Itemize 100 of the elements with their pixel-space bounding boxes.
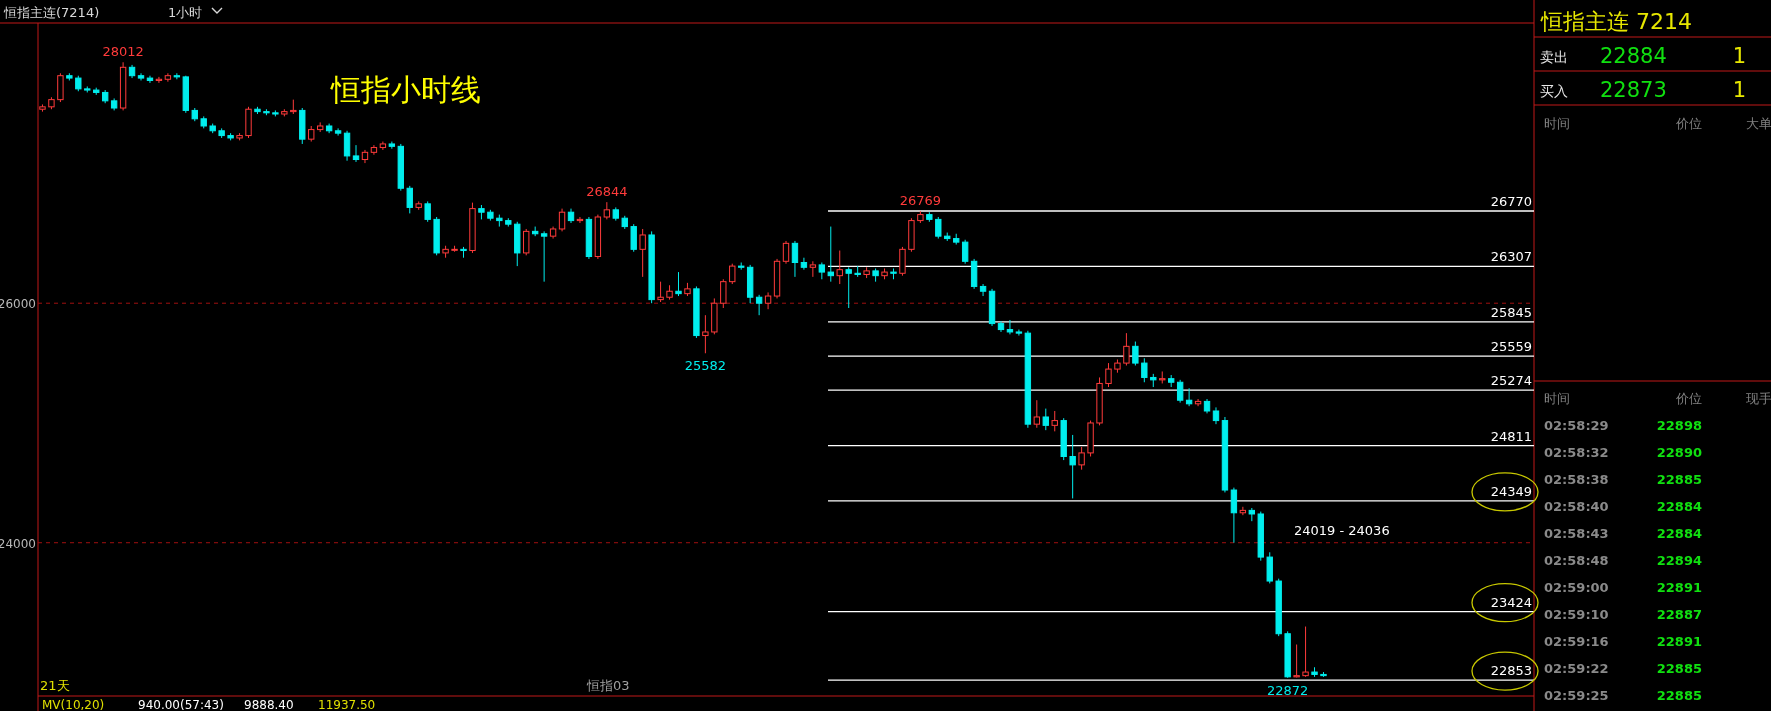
text: 22885 [1656,472,1702,487]
text: 恒指主连 7214 [1540,9,1692,34]
candlestick [1105,362,1112,388]
text: 时间 [1544,116,1570,131]
text: 22894 [1656,553,1702,568]
text: 940.00(57:43) [138,698,224,711]
annotation: 26769 [899,193,942,209]
ref-line-label: 25274 [1490,373,1532,389]
candlestick [845,266,852,309]
candlestick [334,127,342,137]
text: 22891 [1656,634,1702,649]
annotation: 22872 [1266,682,1309,698]
text: MV(10,20) [42,698,105,711]
candlestick [729,263,736,285]
text: 1 [1732,44,1746,68]
candlestick [57,72,64,103]
annotation: 恒指小时线 [330,72,481,107]
candlestick [899,246,906,277]
candlestick [406,185,413,214]
candlestick [1015,329,1023,337]
candlestick [1141,357,1148,383]
candlestick [343,130,351,162]
text: 22891 [1656,580,1702,595]
candlestick [1302,626,1309,678]
text: 02:58:48 [1544,553,1609,568]
text: 时间 [1544,391,1570,406]
text: 22884 [1656,499,1702,514]
candlestick [164,72,172,83]
text: 02:58:38 [1544,472,1609,487]
candlestick [836,250,843,285]
annotation: 25582 [684,358,727,374]
candlestick [764,291,772,310]
candlestick [1006,319,1014,335]
candlestick [800,257,808,271]
candlestick [1042,408,1049,431]
text: 22873 [1600,78,1667,102]
text: 02:59:25 [1544,688,1609,703]
ref-line-label: 25845 [1490,304,1532,320]
candlestick [155,76,163,84]
text: 02:59:16 [1544,634,1609,649]
candlestick [1266,551,1273,584]
candlestick [540,230,548,283]
annotation: 24019 - 24036 [1294,523,1390,538]
candlestick [1176,379,1184,404]
text: 22884 [1600,44,1667,68]
candlestick [827,226,834,283]
candlestick [935,216,942,240]
text: 买入 [1540,83,1568,99]
candlestick [791,240,799,278]
candlestick [1230,487,1238,544]
annotation: 恒指03 [586,678,630,693]
candlestick [1069,434,1076,499]
text: 22898 [1656,418,1702,433]
text: 22890 [1656,445,1702,460]
candlestick [720,278,727,309]
candlestick [1293,644,1300,678]
ref-line-label: 24349 [1490,483,1532,499]
candlestick [173,72,181,80]
text: 22887 [1656,607,1702,622]
candlestick [702,314,709,354]
candlestick [657,281,664,303]
candlestick [755,294,763,316]
chart-title: 恒指主连(7214) [3,5,100,20]
candlestick [1132,341,1139,366]
candlestick [576,216,584,224]
annotation: 21天 [40,678,70,693]
annotation: 26844 [586,184,628,200]
candlestick [639,228,646,278]
text: 价位 [1675,391,1702,406]
candlestick [1078,446,1085,471]
ref-line-label: 26307 [1490,249,1532,265]
candlestick [961,239,969,265]
text: 22885 [1656,688,1702,703]
candlestick [558,208,566,232]
candlestick [675,271,682,297]
ref-line-label: 25559 [1490,339,1532,355]
candlestick [1033,399,1041,429]
candlestick [352,144,360,163]
ref-line-label: 23424 [1490,594,1532,610]
text: 02:59:00 [1544,580,1609,595]
text: 1 [1732,78,1746,102]
ref-line-label: 22853 [1490,663,1532,679]
text: 02:58:29 [1544,418,1609,433]
chart-subtitle: 1小时 [168,5,203,20]
ref-line-label: 24811 [1490,428,1532,444]
text: 11937.50 [318,698,376,711]
text: 02:58:43 [1544,526,1609,541]
text: 22885 [1656,661,1702,676]
text: 大单 [1746,116,1771,131]
text: 现手 [1746,391,1771,406]
candlestick [1051,410,1058,432]
text: 9888.40 [244,698,294,711]
text: 02:58:32 [1544,445,1609,460]
candlestick [630,223,637,253]
text: 卖出 [1540,49,1568,65]
ref-line-label: 26770 [1490,194,1532,210]
candlestick [523,228,530,256]
text: 02:58:40 [1544,499,1609,514]
candlestick [809,260,817,278]
text: 22884 [1656,526,1702,541]
